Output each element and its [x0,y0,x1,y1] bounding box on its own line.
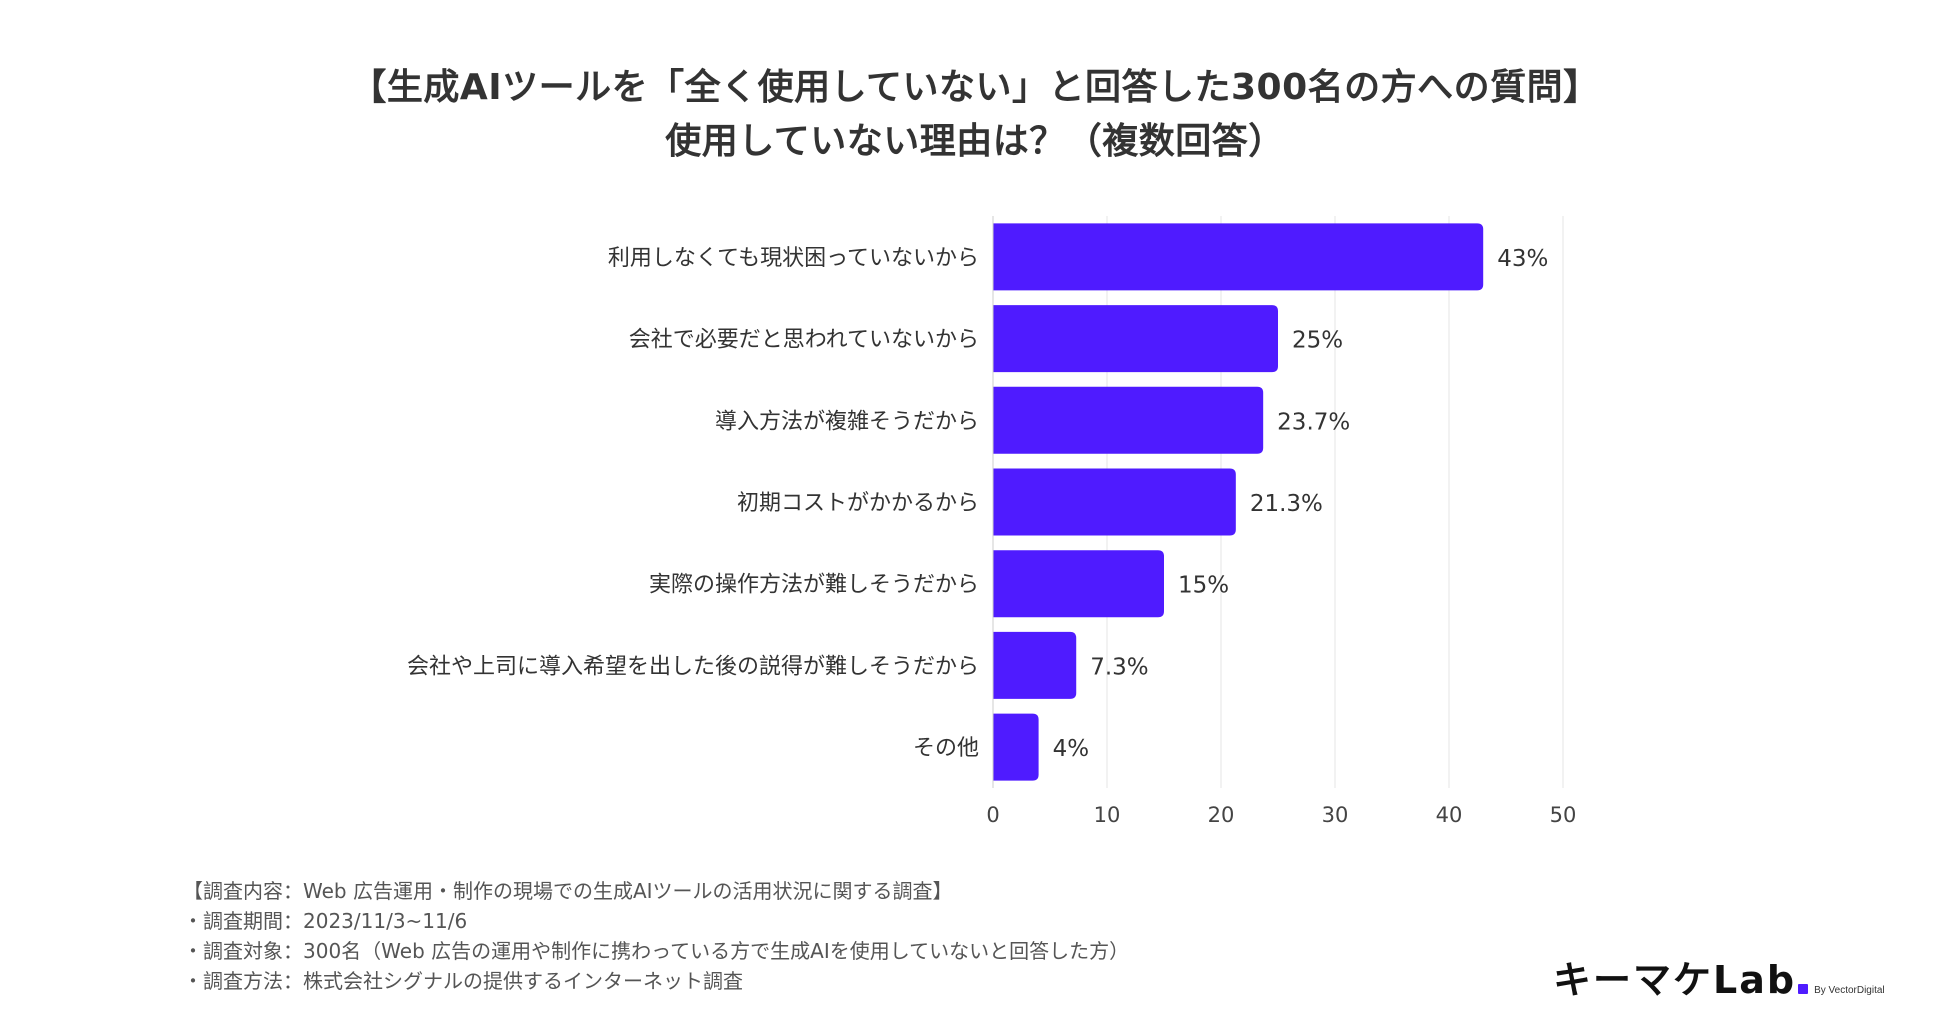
value-label: 7.3% [1090,654,1148,680]
value-label: 21.3% [1250,491,1323,517]
logo-dot-icon [1798,984,1809,994]
x-tick-label: 40 [1436,803,1463,827]
bar [993,550,1164,618]
value-label: 43% [1497,246,1548,272]
note-survey-method: ・調査方法：株式会社シグナルの提供するインターネット調査 [183,969,743,993]
logo-text: キーマケLab [1553,958,1797,1002]
bar [993,223,1484,291]
bar [993,468,1236,536]
chart-title-line-1: 【生成AIツールを「全く使用していない」と回答した300名の方への質問】 [350,67,1600,108]
value-label: 4% [1053,736,1090,762]
bar [993,305,1278,373]
x-tick-label: 20 [1208,803,1235,827]
x-tick-label: 0 [986,803,999,827]
survey-notes: 【調査内容：Web 広告運用・制作の現場での生成AIツールの活用状況に関する調査… [183,876,1129,996]
x-tick-label: 30 [1322,803,1349,827]
note-survey-target: ・調査対象：300名（Web 広告の運用や制作に携わっている方で生成AIを使用し… [183,939,1130,963]
note-survey-content: 【調査内容：Web 広告運用・制作の現場での生成AIツールの活用状況に関する調査… [183,879,953,903]
bar [993,386,1264,454]
note-survey-period: ・調査期間：2023/11/3~11/6 [183,909,468,933]
category-label: 会社で必要だと思われていないから [629,328,979,353]
x-tick-label: 10 [1094,803,1121,827]
x-tick-label: 50 [1550,803,1577,827]
category-label: その他 [913,736,979,761]
brand-logo: キーマケLab By VectorDigital [1553,952,1885,1002]
logo-subtext: By VectorDigital [1814,985,1885,996]
category-label: 利用しなくても現状困っていないから [608,246,979,271]
value-label: 15% [1178,573,1229,599]
value-label: 25% [1292,328,1343,354]
chart-title-line-2: 使用していない理由は？（複数回答） [665,121,1285,162]
category-label: 会社や上司に導入希望を出した後の説得が難しそうだから [407,654,979,679]
bar [993,631,1077,699]
category-label: 初期コストがかかるから [737,491,979,516]
category-label: 導入方法が複雑そうだから [715,409,979,434]
bar [993,713,1039,781]
category-label: 実際の操作方法が難しそうだから [649,573,979,598]
value-label: 23.7% [1277,409,1350,435]
